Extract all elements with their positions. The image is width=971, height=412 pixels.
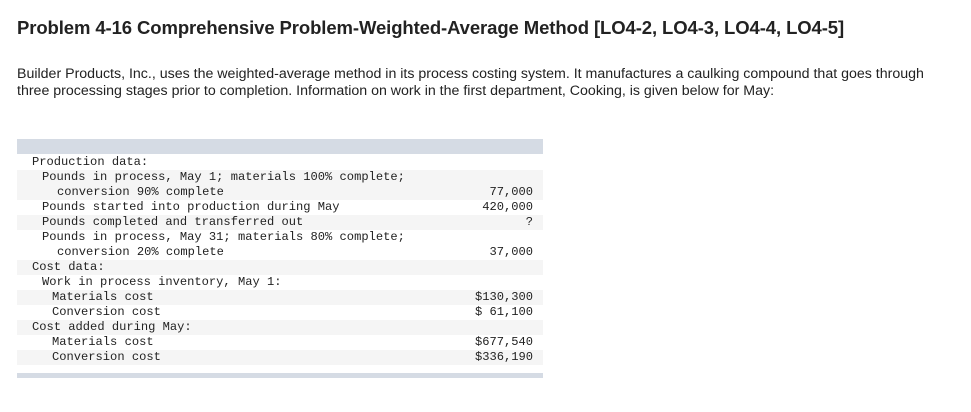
- row-value: $677,540: [474, 335, 533, 349]
- table-row: Cost data:: [17, 260, 543, 275]
- row-value: 77,000: [489, 185, 533, 199]
- row-label: Pounds started into production during Ma…: [42, 200, 340, 214]
- table-row: Pounds in process, May 31; materials 80%…: [17, 230, 543, 245]
- row-value: 420,000: [482, 200, 533, 214]
- row-label: Pounds in process, May 31; materials 80%…: [42, 230, 405, 244]
- row-value: $130,300: [474, 290, 533, 304]
- table-row: Pounds in process, May 1; materials 100%…: [17, 170, 543, 185]
- table-footer-bar: [17, 373, 543, 378]
- row-label: Pounds in process, May 1; materials 100%…: [42, 170, 405, 184]
- table-row: Materials cost $677,540: [17, 335, 543, 350]
- table-row: Conversion cost $336,190: [17, 350, 543, 365]
- row-label: Materials cost: [52, 290, 154, 304]
- row-value: ?: [525, 215, 533, 229]
- row-label: Cost added during May:: [32, 320, 192, 334]
- table-row: Production data:: [17, 155, 543, 170]
- table-row: Pounds started into production during Ma…: [17, 200, 543, 215]
- table-row: Work in process inventory, May 1:: [17, 275, 543, 290]
- row-label: conversion 20% complete: [57, 245, 224, 259]
- table-row: Cost added during May:: [17, 320, 543, 335]
- row-value: $ 61,100: [474, 305, 533, 319]
- problem-title: Problem 4-16 Comprehensive Problem-Weigh…: [17, 17, 845, 38]
- row-label: Work in process inventory, May 1:: [42, 275, 282, 289]
- row-label: Materials cost: [52, 335, 154, 349]
- problem-intro: Builder Products, Inc., uses the weighte…: [17, 66, 924, 99]
- table-row: conversion 20% complete 37,000: [17, 245, 543, 260]
- row-value: $336,190: [474, 350, 533, 364]
- row-label: Pounds completed and transferred out: [42, 215, 304, 229]
- table-row: Materials cost $130,300: [17, 290, 543, 305]
- cost-data-table: Production data: Pounds in process, May …: [17, 139, 543, 378]
- row-label: Conversion cost: [52, 305, 161, 319]
- row-label: Production data:: [32, 155, 149, 169]
- row-label: conversion 90% complete: [57, 185, 224, 199]
- row-label: Cost data:: [32, 260, 105, 274]
- row-value: 37,000: [489, 245, 533, 259]
- table-row: conversion 90% complete 77,000: [17, 185, 543, 200]
- table-row: Conversion cost $ 61,100: [17, 305, 543, 320]
- table-row: Pounds completed and transferred out ?: [17, 215, 543, 230]
- row-label: Conversion cost: [52, 350, 161, 364]
- table-header-bar: [17, 139, 543, 154]
